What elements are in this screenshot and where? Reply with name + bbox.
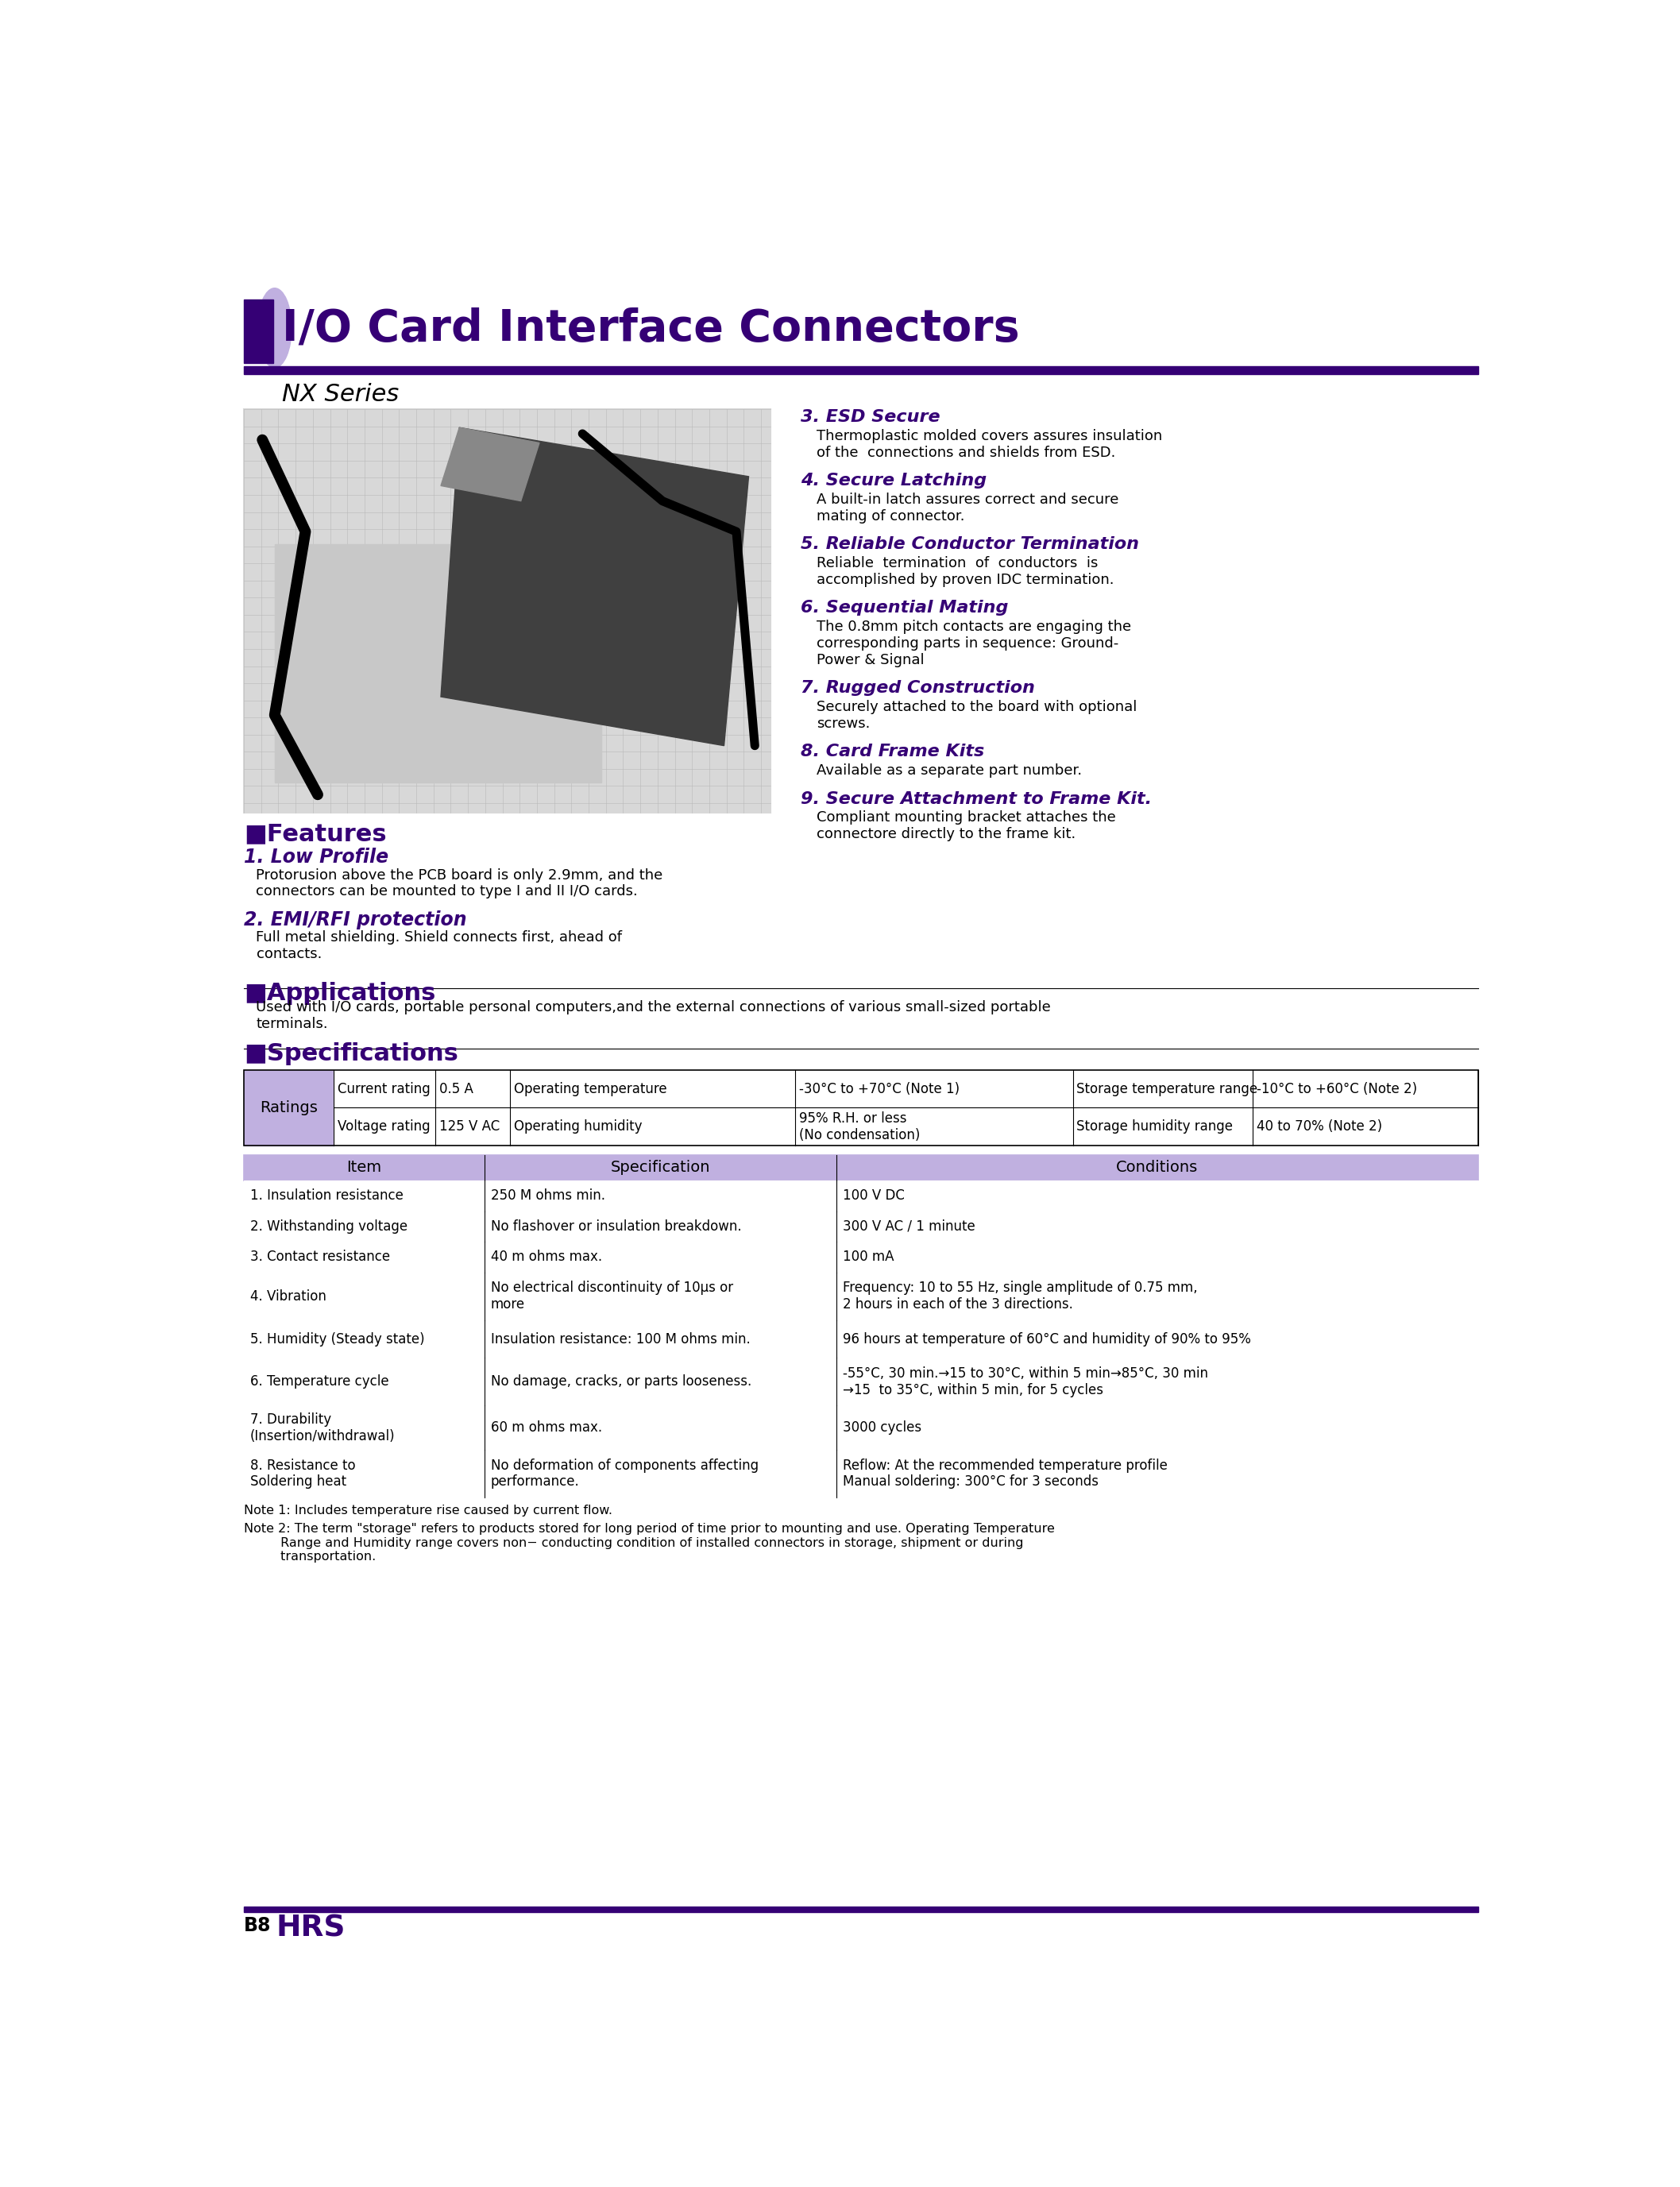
Text: Voltage rating: Voltage rating bbox=[338, 1120, 430, 1133]
Text: Full metal shielding. Shield connects first, ahead of
contacts.: Full metal shielding. Shield connects fi… bbox=[255, 929, 622, 962]
Bar bbox=[244, 1450, 1478, 1498]
Text: 2. EMI/RFI protection: 2. EMI/RFI protection bbox=[244, 910, 467, 929]
Text: 5. Humidity (Steady state): 5. Humidity (Steady state) bbox=[250, 1332, 425, 1347]
Text: 1. Insulation resistance: 1. Insulation resistance bbox=[250, 1190, 403, 1203]
Text: ■Features: ■Features bbox=[244, 822, 386, 844]
Text: Item: Item bbox=[346, 1159, 381, 1174]
Text: Insulation resistance: 100 M ohms min.: Insulation resistance: 100 M ohms min. bbox=[491, 1332, 751, 1347]
Bar bbox=[244, 367, 1478, 374]
Bar bbox=[244, 1273, 1478, 1321]
Text: Ratings: Ratings bbox=[260, 1100, 318, 1115]
Bar bbox=[244, 1212, 1478, 1242]
Text: Thermoplastic molded covers assures insulation
of the  connections and shields f: Thermoplastic molded covers assures insu… bbox=[816, 429, 1163, 459]
Text: 100 mA: 100 mA bbox=[842, 1251, 894, 1264]
Text: 96 hours at temperature of 60°C and humidity of 90% to 95%: 96 hours at temperature of 60°C and humi… bbox=[842, 1332, 1250, 1347]
Text: -10°C to +60°C (Note 2): -10°C to +60°C (Note 2) bbox=[1257, 1083, 1418, 1096]
Text: Reliable  termination  of  conductors  is
accomplished by proven IDC termination: Reliable termination of conductors is ac… bbox=[816, 555, 1114, 586]
Text: 100 V DC: 100 V DC bbox=[842, 1190, 904, 1203]
Text: Storage temperature range: Storage temperature range bbox=[1077, 1083, 1258, 1096]
Bar bbox=[244, 1358, 1478, 1406]
Text: ■Applications: ■Applications bbox=[244, 982, 435, 1004]
Polygon shape bbox=[274, 545, 601, 783]
Text: The 0.8mm pitch contacts are engaging the
corresponding parts in sequence: Groun: The 0.8mm pitch contacts are engaging th… bbox=[816, 619, 1131, 667]
Bar bbox=[244, 1242, 1478, 1273]
Text: 60 m ohms max.: 60 m ohms max. bbox=[491, 1422, 601, 1435]
Bar bbox=[244, 1406, 1478, 1450]
Text: 3000 cycles: 3000 cycles bbox=[842, 1422, 921, 1435]
Bar bbox=[244, 1069, 1478, 1146]
Bar bbox=[244, 1155, 1478, 1181]
Text: A built-in latch assures correct and secure
mating of connector.: A built-in latch assures correct and sec… bbox=[816, 492, 1119, 523]
Text: 8. Card Frame Kits: 8. Card Frame Kits bbox=[801, 744, 984, 759]
Text: 40 to 70% (Note 2): 40 to 70% (Note 2) bbox=[1257, 1120, 1383, 1133]
Text: 3. Contact resistance: 3. Contact resistance bbox=[250, 1251, 390, 1264]
Text: 2. Withstanding voltage: 2. Withstanding voltage bbox=[250, 1220, 407, 1233]
Text: Compliant mounting bracket attaches the
connectore directly to the frame kit.: Compliant mounting bracket attaches the … bbox=[816, 811, 1116, 842]
Bar bbox=[244, 1321, 1478, 1358]
Bar bbox=[334, 1069, 1478, 1146]
Text: NX Series: NX Series bbox=[282, 383, 398, 407]
Polygon shape bbox=[440, 429, 539, 501]
Text: 40 m ohms max.: 40 m ohms max. bbox=[491, 1251, 601, 1264]
Text: I/O Card Interface Connectors: I/O Card Interface Connectors bbox=[282, 306, 1020, 350]
Text: Note 2: The term "storage" refers to products stored for long period of time pri: Note 2: The term "storage" refers to pro… bbox=[244, 1522, 1055, 1564]
Text: Used with I/O cards, portable personal computers,and the external connections of: Used with I/O cards, portable personal c… bbox=[255, 999, 1052, 1030]
Bar bbox=[244, 1181, 1478, 1212]
Text: 6. Temperature cycle: 6. Temperature cycle bbox=[250, 1376, 388, 1389]
Text: No deformation of components affecting
performance.: No deformation of components affecting p… bbox=[491, 1459, 758, 1489]
Text: 8. Resistance to
Soldering heat: 8. Resistance to Soldering heat bbox=[250, 1459, 356, 1489]
Text: 300 V AC / 1 minute: 300 V AC / 1 minute bbox=[842, 1220, 974, 1233]
Bar bbox=[244, 1907, 1478, 1911]
Text: 6. Sequential Mating: 6. Sequential Mating bbox=[801, 599, 1008, 617]
Text: 0.5 A: 0.5 A bbox=[438, 1083, 474, 1096]
Text: Operating humidity: Operating humidity bbox=[514, 1120, 642, 1133]
Text: 4. Vibration: 4. Vibration bbox=[250, 1288, 326, 1303]
Bar bbox=[244, 1069, 334, 1146]
Text: Reflow: At the recommended temperature profile
Manual soldering: 300°C for 3 sec: Reflow: At the recommended temperature p… bbox=[842, 1459, 1168, 1489]
Text: Operating temperature: Operating temperature bbox=[514, 1083, 667, 1096]
Text: Available as a separate part number.: Available as a separate part number. bbox=[816, 763, 1082, 779]
Text: Protorusion above the PCB board is only 2.9mm, and the
connectors can be mounted: Protorusion above the PCB board is only … bbox=[255, 868, 664, 899]
Text: Conditions: Conditions bbox=[1116, 1159, 1198, 1174]
Text: -55°C, 30 min.→15 to 30°C, within 5 min→85°C, 30 min
→15  to 35°C, within 5 min,: -55°C, 30 min.→15 to 30°C, within 5 min→… bbox=[842, 1367, 1208, 1397]
Text: HRS: HRS bbox=[276, 1914, 346, 1942]
Text: 5. Reliable Conductor Termination: 5. Reliable Conductor Termination bbox=[801, 536, 1139, 553]
Text: 7. Durability
(Insertion/withdrawal): 7. Durability (Insertion/withdrawal) bbox=[250, 1413, 395, 1443]
Polygon shape bbox=[440, 429, 749, 746]
Text: B8: B8 bbox=[244, 1916, 270, 1935]
Text: 1. Low Profile: 1. Low Profile bbox=[244, 849, 388, 866]
Text: 125 V AC: 125 V AC bbox=[438, 1120, 499, 1133]
Text: Current rating: Current rating bbox=[338, 1083, 430, 1096]
Text: 4. Secure Latching: 4. Secure Latching bbox=[801, 472, 986, 488]
Text: 7. Rugged Construction: 7. Rugged Construction bbox=[801, 680, 1035, 695]
Bar bbox=[244, 300, 274, 363]
Bar bbox=[244, 409, 769, 814]
Text: No electrical discontinuity of 10μs or
more: No electrical discontinuity of 10μs or m… bbox=[491, 1282, 732, 1312]
Text: 250 M ohms min.: 250 M ohms min. bbox=[491, 1190, 605, 1203]
Text: Securely attached to the board with optional
screws.: Securely attached to the board with opti… bbox=[816, 700, 1137, 730]
Text: Frequency: 10 to 55 Hz, single amplitude of 0.75 mm,
2 hours in each of the 3 di: Frequency: 10 to 55 Hz, single amplitude… bbox=[842, 1282, 1198, 1312]
Text: Storage humidity range: Storage humidity range bbox=[1077, 1120, 1233, 1133]
Text: Note 1: Includes temperature rise caused by current flow.: Note 1: Includes temperature rise caused… bbox=[244, 1505, 613, 1518]
Text: No flashover or insulation breakdown.: No flashover or insulation breakdown. bbox=[491, 1220, 741, 1233]
Text: 3. ESD Secure: 3. ESD Secure bbox=[801, 409, 941, 424]
Text: 95% R.H. or less
(No condensation): 95% R.H. or less (No condensation) bbox=[800, 1111, 921, 1142]
Text: -30°C to +70°C (Note 1): -30°C to +70°C (Note 1) bbox=[800, 1083, 959, 1096]
Text: No damage, cracks, or parts looseness.: No damage, cracks, or parts looseness. bbox=[491, 1376, 751, 1389]
Ellipse shape bbox=[257, 289, 292, 367]
Text: Specification: Specification bbox=[610, 1159, 711, 1174]
Text: 9. Secure Attachment to Frame Kit.: 9. Secure Attachment to Frame Kit. bbox=[801, 792, 1152, 807]
Text: ■Specifications: ■Specifications bbox=[244, 1043, 459, 1065]
